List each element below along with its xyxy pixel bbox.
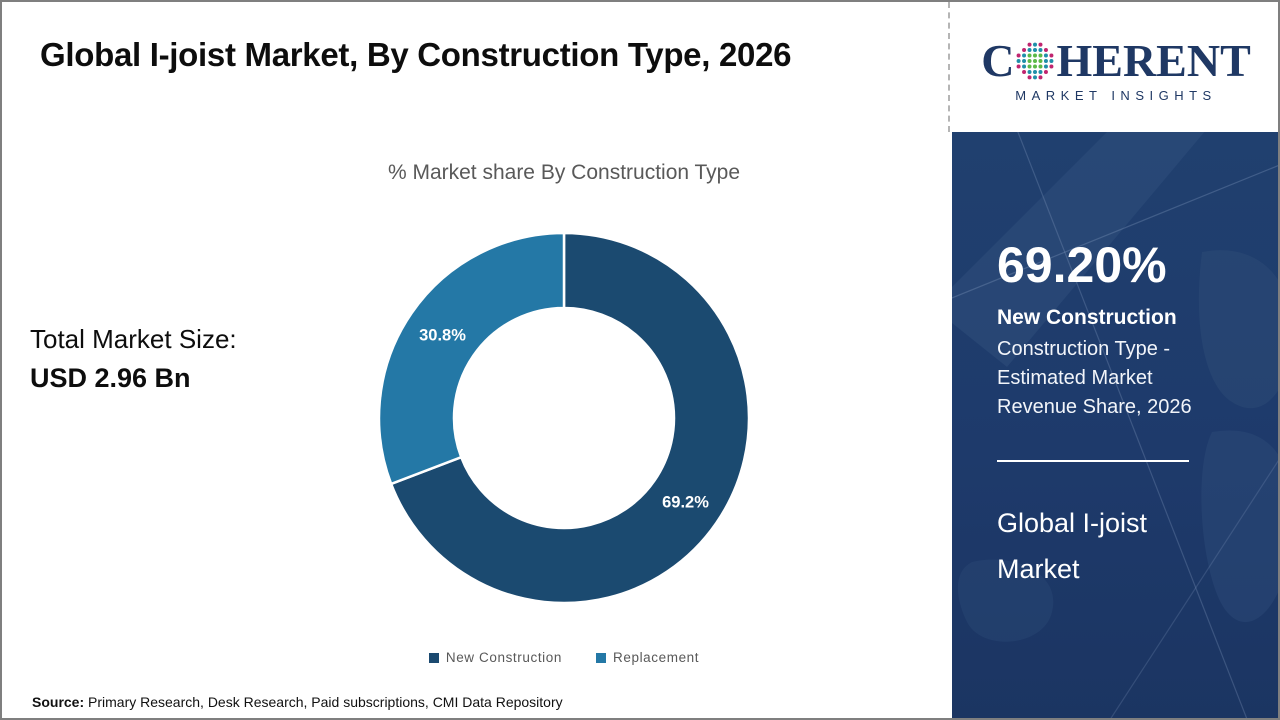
chart-title: % Market share By Construction Type: [387, 161, 741, 184]
logo-letter-c: C: [981, 34, 1015, 86]
globe-dots-icon: [1017, 42, 1054, 79]
legend-item: New Construction: [428, 650, 562, 665]
world-map-texture: [952, 132, 1278, 718]
donut-slice-new-construction: [389, 231, 751, 605]
stat-description-line: Construction Type -: [997, 338, 1171, 360]
logo-letters-herent: HERENT: [1056, 34, 1251, 86]
slice-data-label: 69.2%: [662, 494, 709, 512]
stat-description-line: Estimated Market: [997, 367, 1153, 389]
sidebar-panel: 69.20% New Construction Construction Typ…: [952, 132, 1278, 718]
legend-label: Replacement: [613, 650, 700, 665]
chart-legend: New Construction Replacement: [334, 650, 794, 665]
source-line: Source: Primary Research, Desk Research,…: [32, 694, 563, 710]
legend-label: New Construction: [445, 650, 562, 665]
report-title-line: Global I-joist: [997, 508, 1148, 538]
legend-swatch-icon: [596, 652, 606, 663]
sidebar-divider-line: [997, 460, 1189, 462]
source-label: Source:: [32, 694, 85, 710]
sidebar-stat-label: New Construction: [997, 306, 1177, 329]
sidebar-stat-value: 69.20%: [997, 237, 1167, 293]
donut-slice-replacement: [377, 231, 566, 486]
total-market-label: Total Market Size:: [30, 324, 237, 354]
logo-subtitle: MARKET INSIGHTS: [1015, 87, 1217, 103]
stat-description-line: Revenue Share, 2026: [997, 396, 1192, 418]
report-title-line: Market: [997, 554, 1080, 584]
sidebar-report-title: Global I-joist Market: [997, 500, 1147, 592]
source-text: Primary Research, Desk Research, Paid su…: [84, 694, 563, 710]
sidebar-stat-description: Construction Type - Estimated Market Rev…: [997, 335, 1192, 422]
donut-chart: 69.2% 30.8%: [377, 231, 751, 605]
legend-item: Replacement: [596, 650, 699, 665]
slice-data-label: 30.8%: [419, 326, 466, 344]
logo-wordmark: C HERENT: [981, 34, 1251, 86]
coherent-logo: C HERENT MARKET INSIGHTS: [952, 2, 1278, 132]
page-title: Global I-joist Market, By Construction T…: [40, 36, 792, 73]
total-market-value: USD 2.96 Bn: [30, 363, 191, 393]
legend-swatch-icon: [428, 652, 439, 663]
total-market-size: Total Market Size: USD 2.96 Bn: [30, 324, 237, 394]
header-dashed-divider: [948, 2, 950, 132]
